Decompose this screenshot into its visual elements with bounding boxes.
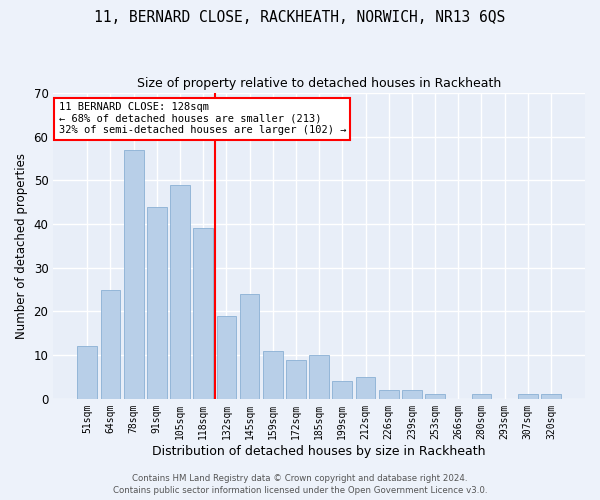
Bar [101, 290, 121, 399]
Bar [286, 360, 306, 399]
Bar [472, 394, 491, 399]
Bar [217, 316, 236, 399]
Bar [193, 228, 213, 399]
X-axis label: Distribution of detached houses by size in Rackheath: Distribution of detached houses by size … [152, 444, 486, 458]
Bar [541, 394, 561, 399]
Text: 11, BERNARD CLOSE, RACKHEATH, NORWICH, NR13 6QS: 11, BERNARD CLOSE, RACKHEATH, NORWICH, N… [94, 10, 506, 25]
Bar [147, 206, 167, 399]
Bar [124, 150, 143, 399]
Text: 11 BERNARD CLOSE: 128sqm
← 68% of detached houses are smaller (213)
32% of semi-: 11 BERNARD CLOSE: 128sqm ← 68% of detach… [59, 102, 346, 136]
Bar [425, 394, 445, 399]
Bar [332, 382, 352, 399]
Bar [402, 390, 422, 399]
Bar [263, 351, 283, 399]
Text: Contains HM Land Registry data © Crown copyright and database right 2024.
Contai: Contains HM Land Registry data © Crown c… [113, 474, 487, 495]
Bar [356, 377, 376, 399]
Bar [170, 185, 190, 399]
Bar [240, 294, 259, 399]
Bar [77, 346, 97, 399]
Y-axis label: Number of detached properties: Number of detached properties [15, 153, 28, 339]
Bar [518, 394, 538, 399]
Bar [379, 390, 398, 399]
Bar [309, 355, 329, 399]
Title: Size of property relative to detached houses in Rackheath: Size of property relative to detached ho… [137, 78, 501, 90]
